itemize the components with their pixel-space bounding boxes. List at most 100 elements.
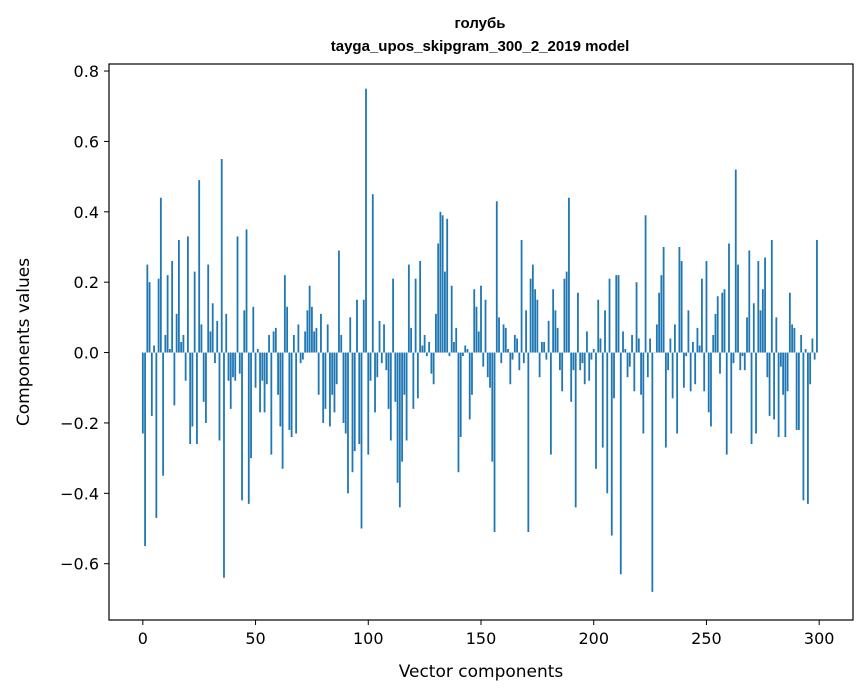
bar bbox=[529, 278, 532, 353]
bar bbox=[468, 352, 471, 420]
bar bbox=[737, 264, 739, 353]
bar bbox=[549, 352, 552, 455]
bar bbox=[299, 352, 302, 364]
bar bbox=[518, 352, 521, 371]
bar bbox=[462, 352, 464, 357]
bar bbox=[714, 313, 717, 353]
bar bbox=[403, 352, 406, 395]
bar bbox=[599, 338, 602, 353]
bars bbox=[141, 88, 818, 592]
bar bbox=[358, 352, 361, 445]
bar bbox=[495, 201, 498, 353]
x-tick-label: 150 bbox=[466, 629, 497, 648]
bar bbox=[755, 352, 757, 434]
bar bbox=[398, 352, 401, 508]
bar bbox=[263, 352, 266, 413]
bar bbox=[554, 310, 557, 353]
bar bbox=[347, 352, 349, 494]
bar bbox=[333, 352, 336, 413]
bar bbox=[633, 352, 636, 392]
bar bbox=[329, 352, 331, 427]
bar bbox=[331, 352, 334, 395]
bar bbox=[173, 352, 176, 406]
bar bbox=[696, 327, 699, 353]
bar bbox=[500, 352, 503, 364]
bar bbox=[606, 352, 609, 494]
bar bbox=[256, 349, 259, 353]
bar bbox=[721, 292, 724, 353]
bar bbox=[795, 352, 798, 430]
bar bbox=[626, 352, 629, 378]
bar bbox=[511, 352, 514, 360]
bar bbox=[734, 169, 737, 353]
bar bbox=[196, 352, 198, 445]
bar bbox=[520, 239, 523, 353]
bar bbox=[177, 239, 180, 353]
y-tick-label: 0.0 bbox=[74, 344, 99, 363]
bar bbox=[568, 197, 570, 353]
bar bbox=[356, 299, 358, 353]
bar bbox=[270, 352, 273, 455]
bar bbox=[658, 292, 661, 353]
bar bbox=[586, 331, 588, 353]
x-tick-label: 50 bbox=[245, 629, 265, 648]
bar bbox=[182, 334, 185, 353]
bar bbox=[547, 320, 550, 353]
bar bbox=[628, 352, 631, 367]
bar bbox=[227, 352, 230, 381]
bar bbox=[317, 352, 320, 395]
x-tick-label: 200 bbox=[578, 629, 609, 648]
bar bbox=[205, 352, 207, 423]
bar bbox=[559, 352, 561, 371]
bar bbox=[279, 352, 282, 427]
bar bbox=[480, 285, 482, 353]
bar bbox=[229, 352, 232, 409]
bar bbox=[683, 352, 685, 388]
y-tick-label: 0.8 bbox=[74, 62, 99, 81]
bar bbox=[635, 282, 638, 353]
bar bbox=[432, 352, 435, 385]
bar bbox=[710, 352, 712, 427]
bar bbox=[457, 352, 460, 473]
bar bbox=[265, 352, 268, 385]
bar bbox=[211, 303, 214, 353]
x-tick-label: 250 bbox=[691, 629, 722, 648]
bar bbox=[701, 278, 703, 353]
bar bbox=[752, 303, 755, 353]
bar bbox=[484, 299, 487, 353]
bar bbox=[360, 352, 363, 529]
bar bbox=[306, 310, 309, 353]
bar bbox=[238, 352, 241, 374]
bar bbox=[250, 352, 252, 459]
y-tick-label: −0.6 bbox=[60, 555, 99, 574]
bar bbox=[775, 317, 778, 353]
bar bbox=[770, 239, 773, 353]
bar bbox=[378, 320, 381, 353]
bar bbox=[187, 236, 189, 353]
bar bbox=[475, 306, 478, 353]
bar bbox=[277, 352, 279, 395]
bar bbox=[243, 310, 246, 353]
bar bbox=[685, 352, 688, 357]
bar bbox=[676, 352, 679, 434]
bar bbox=[809, 352, 812, 385]
bar bbox=[344, 352, 347, 434]
bar bbox=[692, 342, 694, 353]
bar bbox=[608, 278, 611, 353]
bar bbox=[793, 327, 796, 353]
bar bbox=[146, 264, 149, 353]
bar bbox=[322, 352, 325, 423]
x-axis-ticks: 0 50 100 150 200 250 300 bbox=[138, 620, 834, 648]
bar bbox=[477, 331, 480, 353]
bar bbox=[189, 352, 192, 445]
bar bbox=[324, 352, 327, 409]
bar bbox=[757, 261, 760, 353]
bar bbox=[394, 352, 397, 402]
bar bbox=[471, 352, 473, 395]
bar bbox=[405, 352, 408, 441]
bar bbox=[385, 352, 388, 371]
bar bbox=[764, 257, 766, 353]
bar bbox=[383, 324, 385, 353]
bar bbox=[531, 264, 534, 353]
